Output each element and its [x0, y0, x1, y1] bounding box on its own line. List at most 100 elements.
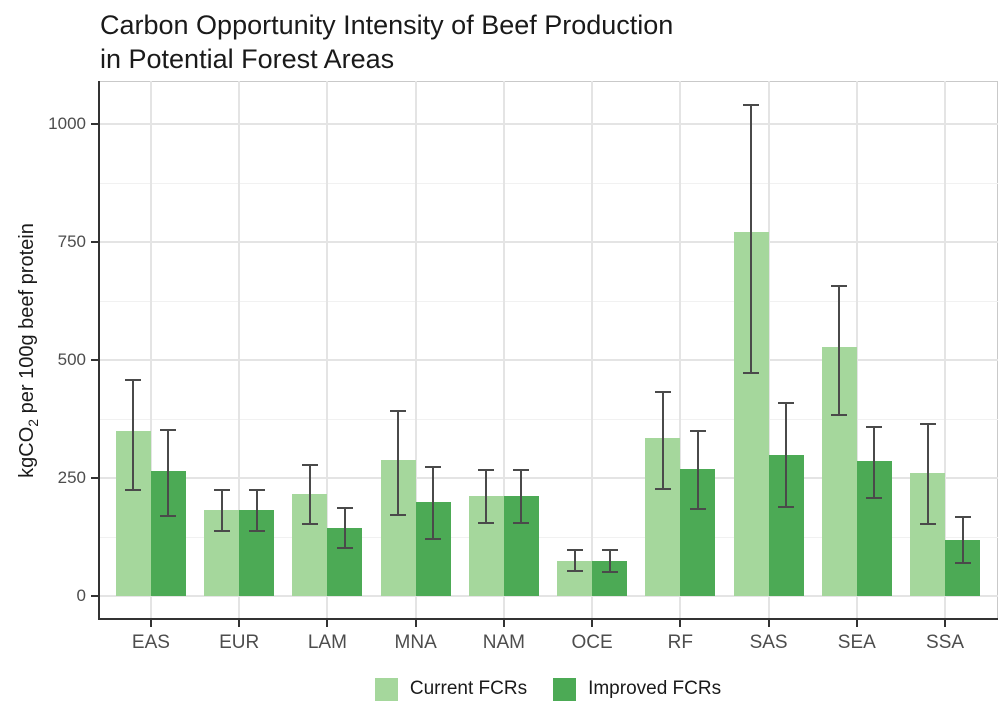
y-tick-mark-750 — [91, 240, 98, 243]
x-tick-label-SAS: SAS — [749, 632, 788, 653]
legend-label-improved-fcrs: Improved FCRs — [588, 678, 722, 699]
errorbar-improved-fcrs-LAM — [343, 507, 346, 548]
chart-title: Carbon Opportunity Intensity of Beef Pro… — [100, 8, 673, 76]
x-tick-label-NAM: NAM — [482, 632, 525, 653]
errorbar-cap-top-improved-fcrs-MNA — [425, 465, 442, 468]
errorbar-cap-top-improved-fcrs-LAM — [336, 506, 353, 509]
v-gridline-EUR — [238, 81, 241, 620]
v-gridline-EAS — [149, 81, 152, 620]
errorbar-cap-top-improved-fcrs-EAS — [160, 428, 177, 431]
x-tick-label-LAM: LAM — [307, 632, 347, 653]
errorbar-cap-bottom-improved-fcrs-MNA — [425, 537, 442, 540]
v-gridline-SEA — [855, 81, 858, 620]
axis-line-left — [98, 81, 100, 620]
errorbar-cap-bottom-improved-fcrs-SEA — [866, 496, 883, 499]
v-gridline-LAM — [326, 81, 329, 620]
v-gridline-MNA — [414, 81, 417, 620]
h-gridline-minor-875 — [98, 182, 998, 184]
errorbar-cap-bottom-improved-fcrs-NAM — [513, 522, 530, 525]
errorbar-improved-fcrs-SEA — [873, 427, 876, 498]
y-axis-label: kgCO2 per 100g beef protein — [16, 223, 41, 478]
errorbar-cap-bottom-current-fcrs-EAS — [125, 488, 142, 491]
x-tick-label-EAS: EAS — [131, 632, 170, 653]
errorbar-cap-top-improved-fcrs-NAM — [513, 468, 530, 471]
legend-swatch-current-fcrs — [374, 677, 398, 701]
x-tick-label-RF: RF — [667, 632, 693, 653]
h-gridline-major-500 — [98, 358, 998, 361]
plot-panel — [98, 81, 998, 620]
errorbar-improved-fcrs-SAS — [785, 402, 788, 507]
legend-label-current-fcrs: Current FCRs — [409, 678, 528, 699]
x-tick-label-SEA: SEA — [837, 632, 876, 653]
errorbar-current-fcrs-OCE — [573, 549, 576, 572]
h-gridline-major-250 — [98, 477, 998, 480]
x-tick-mark-SEA — [855, 620, 858, 627]
x-tick-mark-RF — [679, 620, 682, 627]
errorbar-cap-bottom-current-fcrs-LAM — [301, 523, 318, 526]
errorbar-cap-top-improved-fcrs-EUR — [248, 489, 265, 492]
x-tick-mark-LAM — [326, 620, 329, 627]
y-tick-mark-0 — [91, 595, 98, 598]
panel-border-right — [997, 81, 998, 620]
errorbar-improved-fcrs-OCE — [608, 549, 611, 572]
errorbar-cap-top-current-fcrs-SEA — [831, 284, 848, 287]
x-tick-mark-NAM — [502, 620, 505, 627]
h-gridline-major-750 — [98, 240, 998, 243]
errorbar-improved-fcrs-SSA — [961, 516, 964, 563]
v-gridline-OCE — [591, 81, 594, 620]
v-gridline-SSA — [944, 81, 947, 620]
x-tick-mark-EUR — [238, 620, 241, 627]
errorbar-cap-top-current-fcrs-RF — [654, 390, 671, 393]
v-gridline-NAM — [502, 81, 505, 620]
x-tick-label-EUR: EUR — [219, 632, 260, 653]
panel-border-top — [98, 81, 998, 82]
h-gridline-major-1000 — [98, 122, 998, 125]
y-axis-label-sub: 2 — [24, 418, 41, 427]
y-tick-mark-500 — [91, 358, 98, 361]
y-tick-mark-1000 — [91, 122, 98, 125]
errorbar-cap-top-current-fcrs-LAM — [301, 463, 318, 466]
x-tick-mark-EAS — [149, 620, 152, 627]
errorbar-cap-bottom-current-fcrs-MNA — [390, 513, 407, 516]
x-tick-mark-SSA — [944, 620, 947, 627]
legend-item-current-fcrs: Current FCRs — [374, 677, 528, 701]
chart-title-line2: in Potential Forest Areas — [100, 44, 395, 74]
h-gridline-minor-625 — [98, 300, 998, 302]
x-tick-label-SSA: SSA — [926, 632, 965, 653]
legend: Current FCRs Improved FCRs — [98, 668, 998, 710]
errorbar-current-fcrs-EAS — [132, 379, 135, 490]
errorbar-cap-top-current-fcrs-MNA — [390, 410, 407, 413]
x-tick-label-OCE: OCE — [571, 632, 613, 653]
h-gridline-minor-375 — [98, 419, 998, 421]
errorbar-improved-fcrs-RF — [696, 430, 699, 509]
errorbar-improved-fcrs-NAM — [520, 469, 523, 524]
errorbar-cap-bottom-improved-fcrs-EUR — [248, 529, 265, 532]
errorbar-cap-bottom-current-fcrs-SEA — [831, 414, 848, 417]
errorbar-cap-top-current-fcrs-EAS — [125, 378, 142, 381]
h-gridline-minor-125 — [98, 537, 998, 539]
errorbar-cap-top-improved-fcrs-SAS — [778, 401, 795, 404]
chart-title-line1: Carbon Opportunity Intensity of Beef Pro… — [100, 10, 674, 40]
x-tick-mark-SAS — [767, 620, 770, 627]
h-gridline-major-0 — [98, 595, 998, 598]
errorbar-cap-bottom-current-fcrs-SAS — [743, 371, 760, 374]
errorbar-cap-bottom-current-fcrs-EUR — [213, 529, 230, 532]
errorbar-current-fcrs-LAM — [308, 464, 311, 525]
errorbar-cap-top-current-fcrs-OCE — [566, 548, 583, 551]
errorbar-cap-bottom-improved-fcrs-SAS — [778, 505, 795, 508]
x-tick-mark-OCE — [591, 620, 594, 627]
errorbar-current-fcrs-SAS — [750, 104, 753, 373]
errorbar-current-fcrs-MNA — [397, 411, 400, 515]
errorbar-improved-fcrs-EAS — [167, 429, 170, 516]
errorbar-current-fcrs-NAM — [485, 470, 488, 524]
errorbar-improved-fcrs-EUR — [255, 490, 258, 531]
errorbar-cap-top-current-fcrs-NAM — [478, 469, 495, 472]
v-gridline-SAS — [767, 81, 770, 620]
errorbar-cap-bottom-current-fcrs-SSA — [919, 522, 936, 525]
errorbar-cap-bottom-improved-fcrs-EAS — [160, 514, 177, 517]
errorbar-cap-bottom-improved-fcrs-OCE — [601, 570, 618, 573]
x-tick-label-MNA: MNA — [394, 632, 437, 653]
errorbar-cap-top-improved-fcrs-RF — [689, 429, 706, 432]
y-axis-label-box: kgCO2 per 100g beef protein — [6, 81, 50, 620]
